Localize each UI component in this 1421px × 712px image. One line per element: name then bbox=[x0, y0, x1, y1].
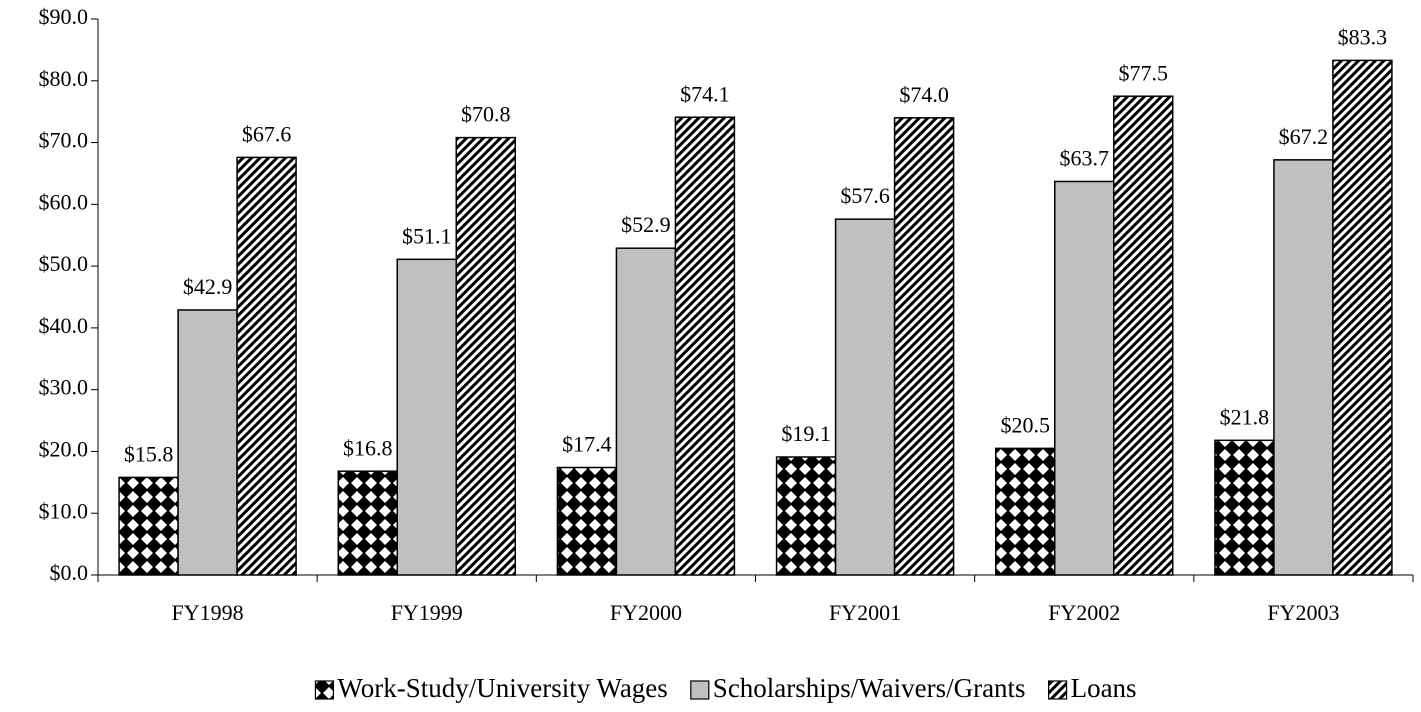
legend-label: Work-Study/University Wages bbox=[337, 673, 667, 703]
y-tick-label: $40.0 bbox=[39, 313, 89, 338]
value-label: $42.9 bbox=[183, 274, 233, 299]
x-tick-label: FY2000 bbox=[610, 600, 682, 625]
y-tick-label: $0.0 bbox=[50, 560, 89, 585]
x-tick-label: FY1999 bbox=[391, 600, 463, 625]
y-tick-label: $90.0 bbox=[39, 4, 89, 29]
bar bbox=[1214, 439, 1275, 576]
bar bbox=[995, 447, 1056, 576]
bar bbox=[337, 470, 398, 576]
value-label: $83.3 bbox=[1338, 24, 1388, 49]
legend-label: Scholarships/Waivers/Grants bbox=[713, 673, 1026, 703]
y-tick-label: $70.0 bbox=[39, 128, 89, 153]
value-label: $77.5 bbox=[1119, 60, 1169, 85]
bar bbox=[455, 136, 516, 576]
legend-swatch bbox=[690, 680, 710, 700]
value-label: $19.1 bbox=[781, 421, 831, 446]
bar bbox=[118, 476, 179, 576]
bar bbox=[775, 456, 837, 576]
legend-swatch bbox=[1047, 680, 1068, 700]
legend: Work-Study/University Wages Scholarships/… bbox=[314, 673, 1137, 703]
value-label: $63.7 bbox=[1060, 146, 1110, 171]
value-label: $15.8 bbox=[124, 441, 174, 466]
value-label: $74.1 bbox=[680, 81, 730, 106]
bar bbox=[236, 156, 297, 576]
x-tick-label: FY2001 bbox=[829, 600, 901, 625]
bar bbox=[1113, 95, 1174, 576]
bar bbox=[674, 116, 736, 576]
bar bbox=[556, 466, 618, 576]
x-tick-label: FY2003 bbox=[1267, 600, 1339, 625]
y-tick-label: $80.0 bbox=[39, 66, 89, 91]
x-tick-label: FY1998 bbox=[172, 600, 244, 625]
value-label: $67.2 bbox=[1279, 124, 1329, 149]
bar bbox=[1054, 180, 1115, 576]
y-tick-label: $20.0 bbox=[39, 436, 89, 461]
y-tick-label: $50.0 bbox=[39, 251, 89, 276]
y-tick-label: $60.0 bbox=[39, 189, 89, 214]
bar bbox=[1273, 159, 1334, 576]
bar bbox=[834, 218, 896, 576]
value-label: $52.9 bbox=[621, 212, 671, 237]
value-label: $70.8 bbox=[461, 102, 511, 127]
value-label: $21.8 bbox=[1220, 404, 1270, 429]
value-label: $51.1 bbox=[402, 223, 452, 248]
bar bbox=[893, 117, 955, 576]
value-label: $16.8 bbox=[343, 435, 393, 460]
bar bbox=[396, 258, 457, 576]
legend-swatch bbox=[314, 680, 335, 700]
value-label: $20.5 bbox=[1001, 412, 1051, 437]
x-tick-label: FY2002 bbox=[1048, 600, 1120, 625]
bar bbox=[1332, 59, 1393, 576]
value-label: $67.6 bbox=[242, 121, 292, 146]
y-tick-label: $10.0 bbox=[39, 498, 89, 523]
value-label: $74.0 bbox=[899, 82, 949, 107]
value-label: $57.6 bbox=[840, 183, 890, 208]
legend-label: Loans bbox=[1071, 673, 1137, 703]
bar bbox=[177, 309, 238, 576]
bar bbox=[615, 247, 677, 576]
y-tick-label: $30.0 bbox=[39, 375, 89, 400]
value-label: $17.4 bbox=[562, 432, 612, 457]
